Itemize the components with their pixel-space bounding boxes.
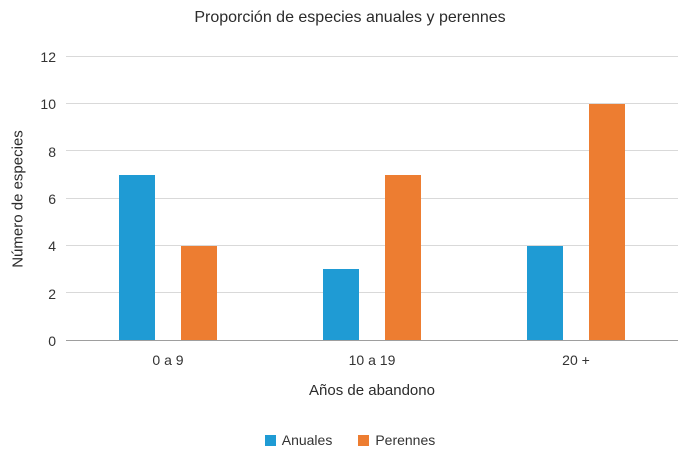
gridline — [66, 56, 678, 57]
legend-swatch-icon — [264, 434, 276, 446]
x-tick-label: 0 a 9 — [152, 352, 184, 368]
x-tick-label: 20 + — [562, 352, 590, 368]
legend-label: Anuales — [281, 432, 333, 448]
legend-label: Perennes — [375, 432, 436, 448]
gridline — [66, 244, 678, 246]
y-tick-label: 8 — [48, 143, 56, 160]
legend: Anuales Perennes — [0, 432, 700, 448]
bar-perennes — [385, 174, 421, 340]
gridline — [66, 103, 678, 105]
legend-item-perennes: Perennes — [358, 432, 435, 448]
x-axis-title: Años de abandono — [309, 382, 435, 399]
bar-perennes — [589, 104, 625, 340]
legend-swatch-icon — [358, 434, 370, 446]
bar-group — [66, 57, 270, 340]
bar-group — [474, 57, 678, 340]
y-tick-label: 6 — [48, 191, 56, 207]
plot-area — [66, 56, 678, 341]
x-tick-label: 10 a 19 — [348, 352, 396, 368]
y-tick-label: 0 — [48, 333, 56, 349]
y-tick-label: 12 — [40, 49, 56, 65]
bar-anuales — [527, 245, 563, 340]
bar-perennes — [181, 245, 217, 340]
bar-anuales — [323, 269, 359, 340]
y-tick-label: 2 — [48, 285, 56, 302]
bar-group — [270, 57, 474, 340]
gridline — [66, 197, 678, 199]
gridline — [66, 150, 678, 152]
y-axis-ticks: 0 2 4 6 8 10 12 — [0, 49, 56, 349]
chart-title: Proporción de especies anuales y perenne… — [194, 9, 506, 26]
bar-anuales — [119, 174, 155, 340]
x-axis-ticks: 0 a 9 10 a 19 20 + — [66, 352, 678, 368]
y-tick-label: 10 — [40, 96, 56, 113]
gridline — [66, 291, 678, 293]
bar-groups — [66, 57, 678, 340]
y-tick-label: 4 — [48, 238, 56, 255]
legend-item-anuales: Anuales — [264, 432, 333, 448]
